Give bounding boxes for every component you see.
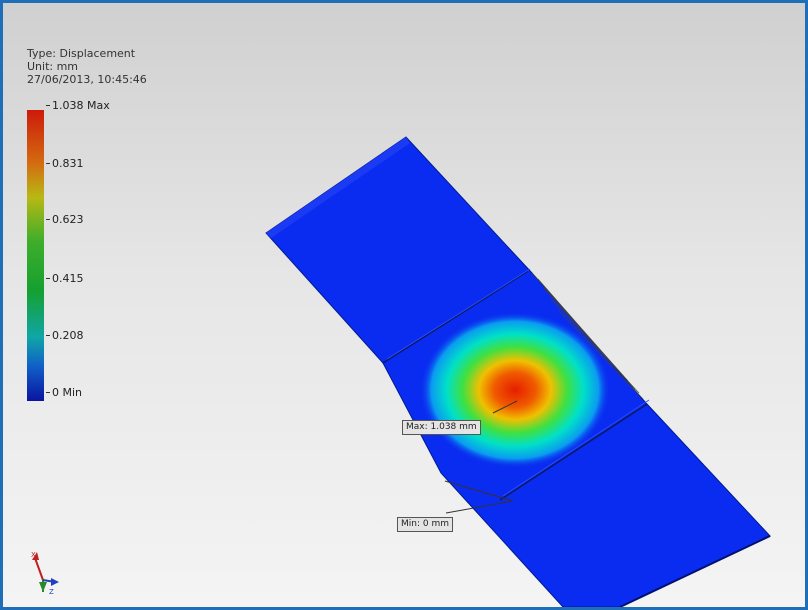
triad-x-label: X (31, 551, 36, 559)
seam-line-upper (382, 270, 529, 364)
seam-line-lower (499, 403, 648, 501)
legend-tick: 0.208 (46, 329, 84, 342)
result-type-text: Type: Displacement (27, 47, 136, 60)
max-probe-label[interactable]: Max: 1.038 mm (402, 420, 481, 435)
plate-edge (266, 137, 410, 238)
max-probe-leader (492, 400, 518, 414)
axis-triad-icon[interactable]: X Z (29, 548, 73, 598)
result-timestamp-text: 27/06/2013, 10:45:46 (27, 73, 147, 86)
result-info: Type: Displacement Unit: mm 27/06/2013, … (27, 47, 147, 86)
min-probe-leader (445, 500, 514, 514)
color-legend-bar (27, 110, 44, 401)
legend-tick-min: 0 Min (45, 386, 83, 399)
legend-tick: 0.623 (46, 213, 84, 226)
plate-bottom-edge (619, 535, 771, 607)
triad-z-label: Z (49, 588, 54, 596)
result-unit-text: Unit: mm (27, 60, 79, 73)
legend-tick: 0.415 (46, 272, 84, 285)
min-probe-label[interactable]: Min: 0 mm (397, 517, 453, 532)
legend-tick: 0.831 (46, 157, 84, 170)
mesh-fold-lines (531, 272, 644, 400)
legend-tick-max: 1.038 Max (46, 99, 110, 112)
